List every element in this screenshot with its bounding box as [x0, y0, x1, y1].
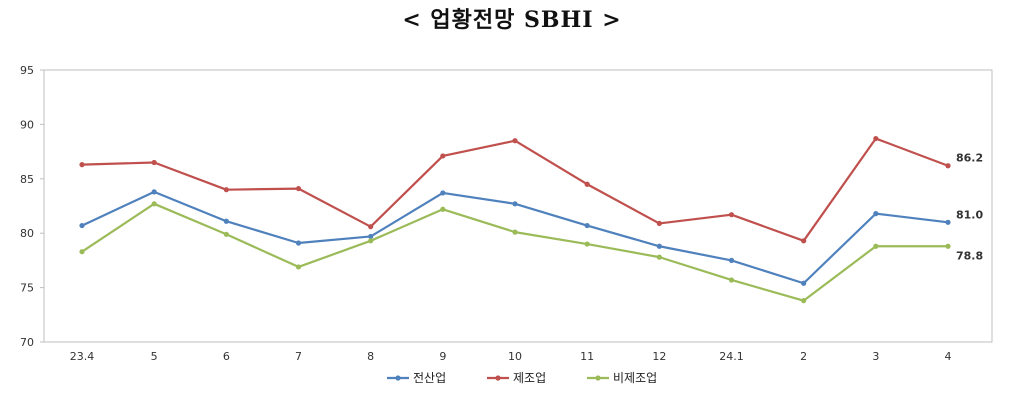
data-point: [79, 222, 85, 229]
data-point: [223, 218, 229, 224]
data-point: [440, 206, 446, 212]
data-point: [223, 231, 229, 237]
data-point: [440, 190, 446, 196]
data-point: [79, 249, 85, 255]
legend-label: 전산업: [413, 371, 446, 385]
x-tick-label: 24.1: [719, 350, 744, 363]
data-point: [368, 224, 374, 230]
plot-area-frame: [43, 69, 993, 343]
x-tick-label: 2: [800, 350, 807, 363]
legend-marker: [495, 375, 501, 381]
data-point: [584, 181, 590, 187]
data-point: [873, 211, 879, 217]
legend-label: 제조업: [513, 371, 546, 385]
data-point: [656, 254, 662, 260]
data-point: [151, 201, 157, 207]
data-point: [801, 238, 807, 244]
x-tick-label: 5: [151, 350, 158, 363]
data-label: 81.0: [956, 208, 983, 221]
data-point: [151, 189, 157, 195]
data-label: 78.8: [956, 249, 983, 262]
y-tick-label: 80: [20, 227, 34, 240]
data-point: [656, 220, 662, 227]
y-tick-label: 90: [20, 118, 34, 131]
y-tick-label: 75: [20, 282, 34, 295]
legend-marker: [395, 375, 401, 381]
data-point: [801, 280, 807, 286]
data-point: [512, 229, 518, 235]
data-point: [656, 243, 662, 249]
data-point: [368, 238, 374, 244]
data-point: [79, 162, 85, 168]
data-point: [945, 219, 951, 225]
x-tick-label: 11: [580, 350, 594, 363]
series-line-3: [81, 202, 948, 302]
data-point: [945, 163, 951, 169]
data-point: [728, 212, 735, 218]
data-point: [801, 298, 807, 304]
legend-label: 비제조업: [613, 371, 657, 385]
data-point: [295, 185, 302, 192]
data-point: [873, 243, 879, 249]
data-point: [873, 135, 879, 142]
data-point: [295, 240, 302, 246]
x-tick-label: 8: [367, 350, 374, 363]
data-point: [440, 153, 446, 159]
x-tick-label: 12: [652, 350, 666, 363]
data-point: [512, 201, 518, 207]
data-point: [584, 222, 590, 229]
data-point: [728, 277, 735, 283]
y-tick-label: 85: [20, 173, 34, 186]
data-point: [223, 187, 229, 193]
x-tick-label: 10: [508, 350, 522, 363]
data-point: [945, 243, 951, 249]
x-tick-label: 6: [223, 350, 230, 363]
data-point: [151, 159, 157, 166]
x-tick-label: 7: [295, 350, 302, 363]
y-tick-label: 95: [20, 64, 34, 77]
chart-title: < 업황전망 SBHI >: [402, 7, 622, 33]
x-tick-label: 3: [872, 350, 879, 363]
y-tick-label: 70: [20, 336, 34, 349]
data-point: [295, 264, 302, 270]
x-tick-label: 23.4: [70, 350, 95, 363]
data-label: 86.2: [956, 152, 983, 165]
legend-marker: [595, 375, 601, 381]
x-tick-label: 9: [439, 350, 446, 363]
data-point: [368, 233, 374, 240]
series-line-2: [81, 137, 949, 242]
data-point: [728, 257, 735, 263]
data-point: [584, 241, 590, 247]
data-point: [512, 138, 518, 144]
x-tick-label: 4: [945, 350, 952, 363]
